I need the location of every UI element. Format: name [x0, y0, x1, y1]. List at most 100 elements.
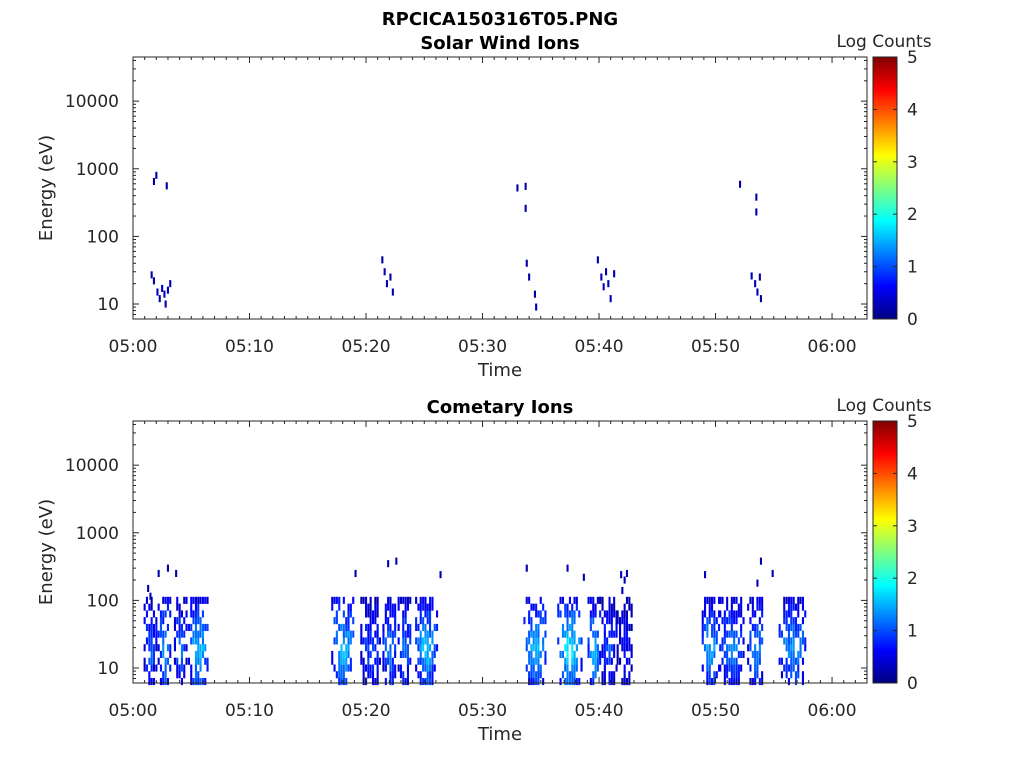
heatmap-cell	[542, 603, 545, 611]
heatmap-cell	[726, 596, 729, 604]
heatmap-cell	[799, 596, 802, 604]
heatmap-cell	[145, 610, 148, 618]
heatmap-cell	[148, 603, 151, 611]
heatmap-cell	[539, 617, 542, 625]
heatmap-cell	[735, 610, 738, 618]
heatmap-cell	[733, 671, 736, 679]
heatmap-cell	[372, 664, 375, 672]
heatmap-cell	[623, 650, 626, 658]
heatmap-cell	[402, 610, 405, 618]
heatmap-cell	[756, 596, 759, 604]
heatmap-cell	[797, 623, 800, 631]
heatmap-cell	[194, 630, 197, 638]
heatmap-cell	[201, 650, 204, 658]
heatmap-cell	[801, 596, 804, 604]
heatmap-cell	[365, 637, 368, 645]
heatmap-cell	[792, 596, 795, 604]
heatmap-cell	[609, 295, 612, 303]
heatmap-cell	[787, 644, 790, 652]
heatmap-cell	[780, 657, 783, 665]
heatmap-cell	[426, 671, 429, 679]
heatmap-cell	[335, 630, 338, 638]
heatmap-cell	[568, 610, 571, 618]
heatmap-cell	[596, 657, 599, 665]
heatmap-cell	[183, 671, 186, 679]
heatmap-cell	[537, 623, 540, 631]
heatmap-cell	[603, 664, 606, 672]
heatmap-cell	[360, 630, 363, 638]
heatmap-cell	[194, 650, 197, 658]
solar-wind-y-axis: 10 100 1000 10000	[65, 59, 867, 320]
heatmap-cell	[397, 623, 400, 631]
heatmap-cell	[384, 603, 387, 611]
heatmap-cell	[715, 671, 718, 679]
heatmap-cell	[347, 610, 350, 618]
heatmap-cell	[730, 610, 733, 618]
heatmap-cell	[759, 295, 762, 303]
heatmap-cell	[537, 650, 540, 658]
heatmap-cell	[530, 623, 533, 631]
heatmap-cell	[535, 644, 538, 652]
heatmap-cell	[360, 596, 363, 604]
heatmap-cell	[778, 657, 781, 665]
heatmap-cell	[429, 596, 432, 604]
heatmap-cell	[331, 596, 334, 604]
heatmap-cell	[404, 610, 407, 618]
heatmap-cell	[596, 650, 599, 658]
heatmap-cell	[566, 617, 569, 625]
heatmap-cell	[166, 286, 169, 294]
heatmap-cell	[352, 630, 355, 638]
heatmap-cell	[733, 630, 736, 638]
heatmap-cell	[704, 603, 707, 611]
heatmap-cell	[787, 630, 790, 638]
heatmap-cell	[754, 657, 757, 665]
y-tick-label: 10000	[65, 456, 119, 476]
heatmap-cell	[152, 650, 155, 658]
heatmap-cell	[740, 610, 743, 618]
heatmap-cell	[376, 671, 379, 679]
solar-wind-x-axis: 05:00 05:10 05:20 05:30 05:40 05:50 06:00	[109, 57, 868, 357]
heatmap-cell	[391, 657, 394, 665]
heatmap-cell	[601, 650, 604, 658]
heatmap-cell	[566, 564, 569, 572]
heatmap-cell	[704, 623, 707, 631]
heatmap-cell	[728, 617, 731, 625]
heatmap-cell	[537, 664, 540, 672]
x-tick-label: 05:40	[575, 337, 624, 357]
heatmap-cell	[426, 603, 429, 611]
heatmap-cell	[758, 678, 761, 686]
heatmap-cell	[201, 623, 204, 631]
heatmap-cell	[713, 617, 716, 625]
heatmap-cell	[345, 678, 348, 686]
heatmap-cell	[530, 617, 533, 625]
heatmap-cell	[621, 644, 624, 652]
heatmap-cell	[424, 623, 427, 631]
heatmap-cell	[592, 630, 595, 638]
heatmap-cell	[804, 610, 807, 618]
heatmap-cell	[406, 630, 409, 638]
heatmap-cell	[542, 678, 545, 686]
heatmap-cell	[524, 182, 527, 190]
heatmap-cell	[199, 664, 202, 672]
heatmap-cell	[733, 664, 736, 672]
heatmap-cell	[404, 637, 407, 645]
heatmap-cell	[623, 576, 626, 584]
heatmap-cell	[623, 671, 626, 679]
heatmap-cell	[394, 664, 397, 672]
heatmap-cell	[194, 596, 197, 604]
heatmap-cell	[419, 637, 422, 645]
heatmap-cell	[723, 678, 726, 686]
heatmap-cell	[431, 596, 434, 604]
heatmap-cell	[711, 603, 714, 611]
heatmap-cell	[758, 637, 761, 645]
heatmap-cell	[790, 664, 793, 672]
heatmap-cell	[376, 630, 379, 638]
heatmap-cell	[600, 273, 603, 281]
heatmap-cell	[143, 664, 146, 672]
heatmap-cell	[431, 637, 434, 645]
heatmap-cell	[801, 603, 804, 611]
heatmap-cell	[409, 637, 412, 645]
heatmap-cell	[711, 623, 714, 631]
heatmap-cell	[599, 657, 602, 665]
